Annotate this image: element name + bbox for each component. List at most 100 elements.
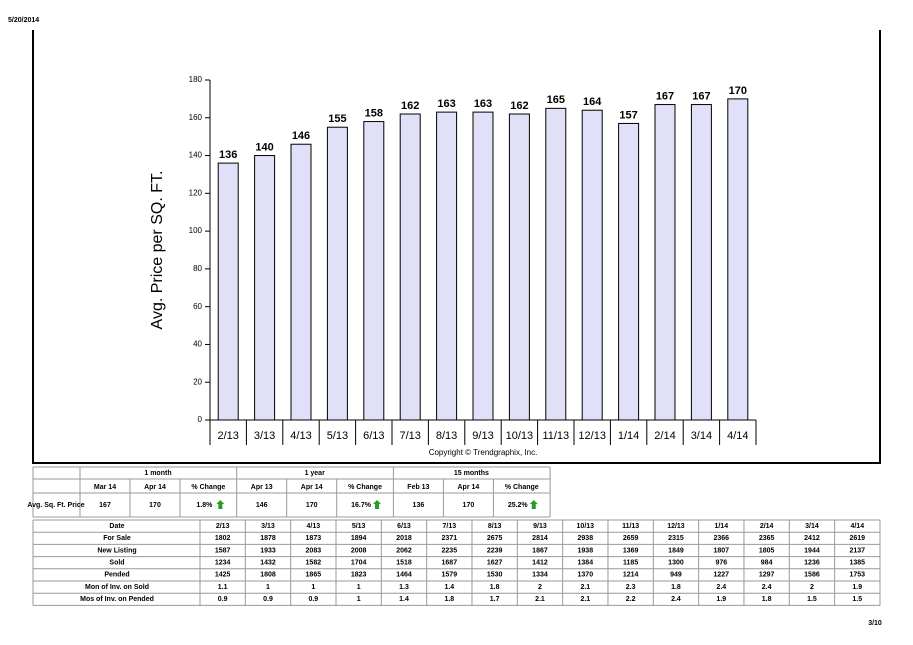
table-cell: 2083	[306, 547, 322, 554]
table-cell: 1530	[487, 572, 503, 579]
table-cell: 11/13	[622, 523, 639, 530]
chart-frame	[32, 30, 881, 464]
value-label: 136	[219, 149, 237, 161]
table-cell: 1.9	[852, 584, 862, 591]
table-cell: 1587	[215, 547, 231, 554]
table-cell: 1	[266, 584, 270, 591]
table-cell: 1297	[759, 572, 775, 579]
table-cell: 2412	[804, 535, 820, 542]
table-cell: 2235	[442, 547, 458, 554]
summary-value: 16.7%	[351, 502, 372, 509]
bar	[326, 126, 348, 421]
y-tick-label: 160	[189, 113, 203, 122]
table-cell: 1802	[215, 535, 231, 542]
bar	[217, 162, 239, 421]
bar	[508, 113, 530, 421]
column-header: Apr 13	[251, 484, 273, 491]
table-cell: 2.1	[580, 596, 590, 603]
summary-value: 146	[256, 502, 268, 509]
table-cell: 1753	[849, 572, 865, 579]
page-number: 3/10	[868, 620, 882, 627]
table-cell: 10/13	[577, 523, 595, 530]
table-cell: 1185	[623, 560, 638, 567]
table-cell: 1.3	[399, 584, 409, 591]
table-cell: 1849	[668, 547, 684, 554]
table-cell: 4/14	[850, 523, 864, 530]
table-cell: 8/13	[488, 523, 502, 530]
table-cell: 2371	[442, 535, 458, 542]
row-label: Date	[109, 523, 124, 530]
table-cell: 5/13	[352, 523, 366, 530]
table-cell: 1867	[532, 547, 548, 554]
table-cell: 1.4	[444, 584, 454, 591]
up-arrow	[529, 500, 538, 509]
table-cell: 2.4	[762, 584, 772, 591]
table-cell: 2	[810, 584, 814, 591]
bar	[399, 113, 421, 421]
summary-value: 136	[413, 502, 425, 509]
value-label: 167	[656, 90, 674, 102]
table-cell: 1938	[578, 547, 594, 554]
table-cell: 1.1	[218, 584, 228, 591]
summary-value: 170	[463, 502, 475, 509]
table-cell: 1370	[578, 572, 594, 579]
table-cell: 0.9	[218, 596, 228, 603]
table-cell: 6/13	[397, 523, 411, 530]
table-cell: 1944	[804, 547, 820, 554]
table-cell: 2008	[351, 547, 367, 554]
value-label: 170	[729, 85, 747, 97]
table-cell: 1300	[668, 560, 684, 567]
value-label: 163	[474, 98, 492, 110]
table-cell: 1687	[442, 560, 458, 567]
x-tick-label: 2/14	[654, 430, 675, 442]
table-cell: 1.8	[671, 584, 681, 591]
table-cell: 1	[311, 584, 315, 591]
table-cell: 1385	[849, 560, 865, 567]
column-header: Apr 14	[301, 484, 323, 491]
table-cell: 1807	[714, 547, 730, 554]
value-label: 163	[437, 98, 455, 110]
value-label: 146	[292, 130, 310, 142]
bar	[254, 155, 276, 421]
row-label: Pended	[104, 572, 129, 579]
table-cell: 1214	[623, 572, 639, 579]
table-cell: 0.9	[263, 596, 273, 603]
summary-value: 170	[306, 502, 318, 509]
x-tick-label: 5/13	[327, 430, 348, 442]
up-arrow	[216, 500, 225, 509]
summary-row-label: Avg. Sq. Ft. Price	[27, 502, 84, 509]
table-cell: 1334	[532, 572, 548, 579]
value-label: 157	[619, 109, 637, 121]
table-cell: 1518	[396, 560, 412, 567]
x-tick-label: 9/13	[472, 430, 493, 442]
column-header: Feb 13	[407, 484, 429, 491]
y-tick-label: 60	[193, 302, 202, 311]
bar	[654, 104, 676, 421]
table-cell: 1.8	[762, 596, 772, 603]
bar	[290, 143, 312, 421]
table-cell: 1432	[260, 560, 276, 567]
y-tick-label: 140	[189, 151, 203, 160]
y-tick-label: 40	[193, 340, 202, 349]
x-tick-label: 4/13	[290, 430, 311, 442]
x-tick-label: 2/13	[217, 430, 238, 442]
table-cell: 1823	[351, 572, 367, 579]
table-cell: 2675	[487, 535, 503, 542]
column-header: Apr 14	[458, 484, 480, 491]
table-cell: 3/13	[261, 523, 275, 530]
table-cell: 949	[670, 572, 682, 579]
bar	[363, 121, 385, 421]
table-cell: 2.2	[626, 596, 636, 603]
bar	[472, 111, 494, 421]
table-cell: 2.1	[535, 596, 545, 603]
y-axis-title: Avg. Price per SQ. FT.	[149, 171, 166, 330]
print-date: 5/20/2014	[8, 17, 39, 24]
table-cell: 1.4	[399, 596, 409, 603]
x-tick-label: 7/13	[399, 430, 420, 442]
value-label: 164	[583, 96, 602, 108]
copyright: Copyright © Trendgraphix, Inc.	[429, 448, 538, 457]
up-arrow	[373, 500, 382, 509]
bar	[581, 109, 603, 421]
table-cell: 2/13	[216, 523, 230, 530]
table-cell: 2/14	[760, 523, 774, 530]
